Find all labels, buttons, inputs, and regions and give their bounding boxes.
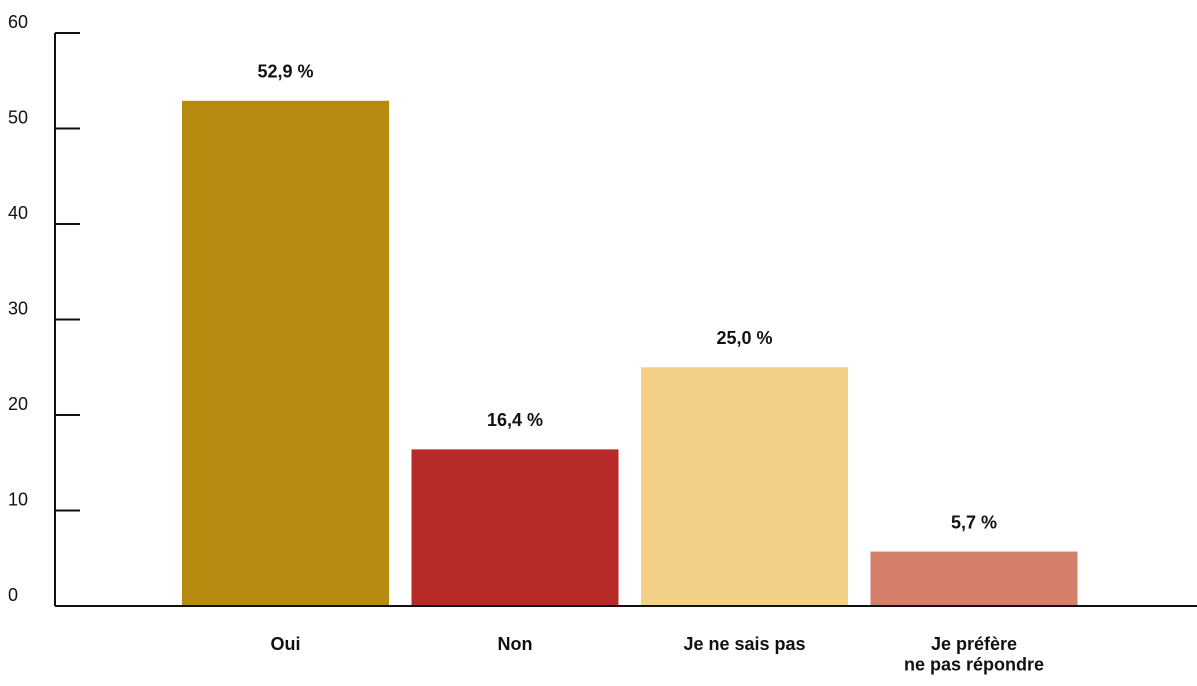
y-tick-label: 40 [8, 203, 28, 223]
y-tick-label: 60 [8, 12, 28, 32]
x-tick-label: Non [498, 634, 533, 654]
value-label: 5,7 % [951, 512, 997, 532]
bar [641, 367, 848, 606]
value-label: 16,4 % [487, 410, 543, 430]
y-tick-label: 50 [8, 107, 28, 127]
y-tick-label: 20 [8, 394, 28, 414]
bar [870, 551, 1078, 606]
x-tick-label: Je ne sais pas [683, 634, 805, 654]
y-tick-label: 30 [8, 298, 28, 318]
y-tick-label: 10 [8, 489, 28, 509]
bar [411, 449, 619, 606]
x-tick-label: Je préfère ne pas répondre [904, 634, 1044, 675]
bar [182, 100, 389, 607]
value-label: 52,9 % [257, 62, 313, 82]
x-tick-label: Oui [271, 634, 301, 654]
y-tick-label: 0 [8, 585, 18, 605]
value-label: 25,0 % [716, 328, 772, 348]
